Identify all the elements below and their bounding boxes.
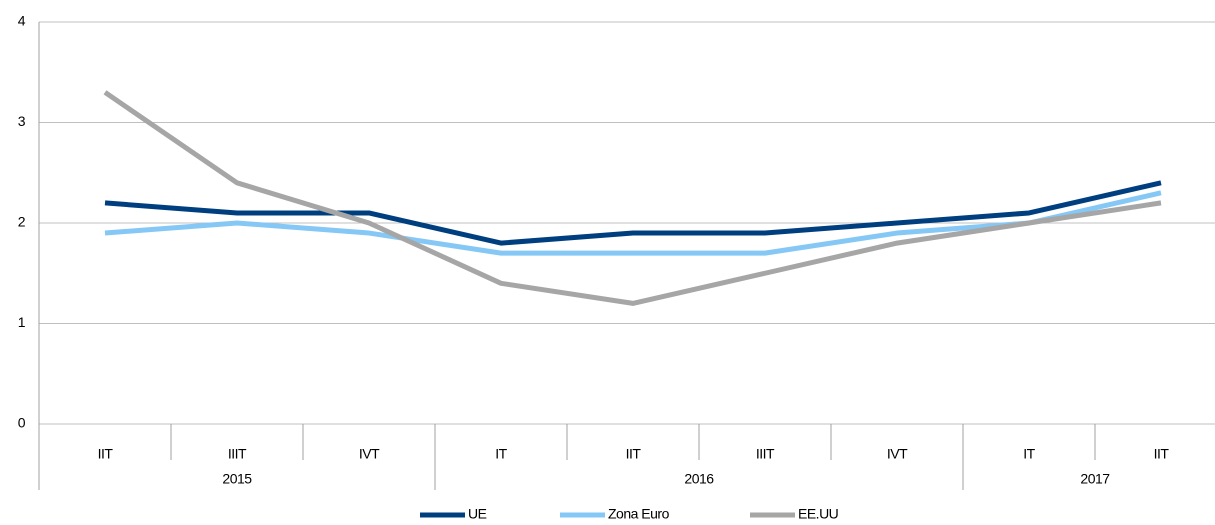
- group-label: 2015: [222, 471, 252, 487]
- group-label: 2016: [684, 471, 714, 487]
- x-tick-label: IIT: [626, 446, 642, 462]
- series-line: [104, 190, 1162, 256]
- x-tick-label: IVT: [887, 446, 908, 462]
- legend-label: EE.UU: [798, 506, 839, 522]
- x-tick-label: IT: [1023, 446, 1035, 462]
- x-tick-label: IIT: [1154, 446, 1170, 462]
- x-tick-label: IVT: [359, 446, 380, 462]
- series-line: [103, 90, 1162, 306]
- y-tick-label: 2: [18, 214, 26, 230]
- y-tick-label: 3: [18, 113, 26, 129]
- series-line: [104, 180, 1162, 246]
- x-tick-label: IT: [495, 446, 507, 462]
- y-tick-label: 4: [18, 13, 26, 29]
- x-tick-label: IIIT: [756, 446, 775, 462]
- x-tick-label: IIIT: [228, 446, 247, 462]
- y-tick-label: 0: [18, 415, 26, 431]
- y-tick-label: 1: [18, 314, 26, 330]
- x-tick-label: IIT: [98, 446, 114, 462]
- legend-label: UE: [468, 506, 487, 522]
- legend-label: Zona Euro: [608, 506, 670, 522]
- group-label: 2017: [1080, 471, 1110, 487]
